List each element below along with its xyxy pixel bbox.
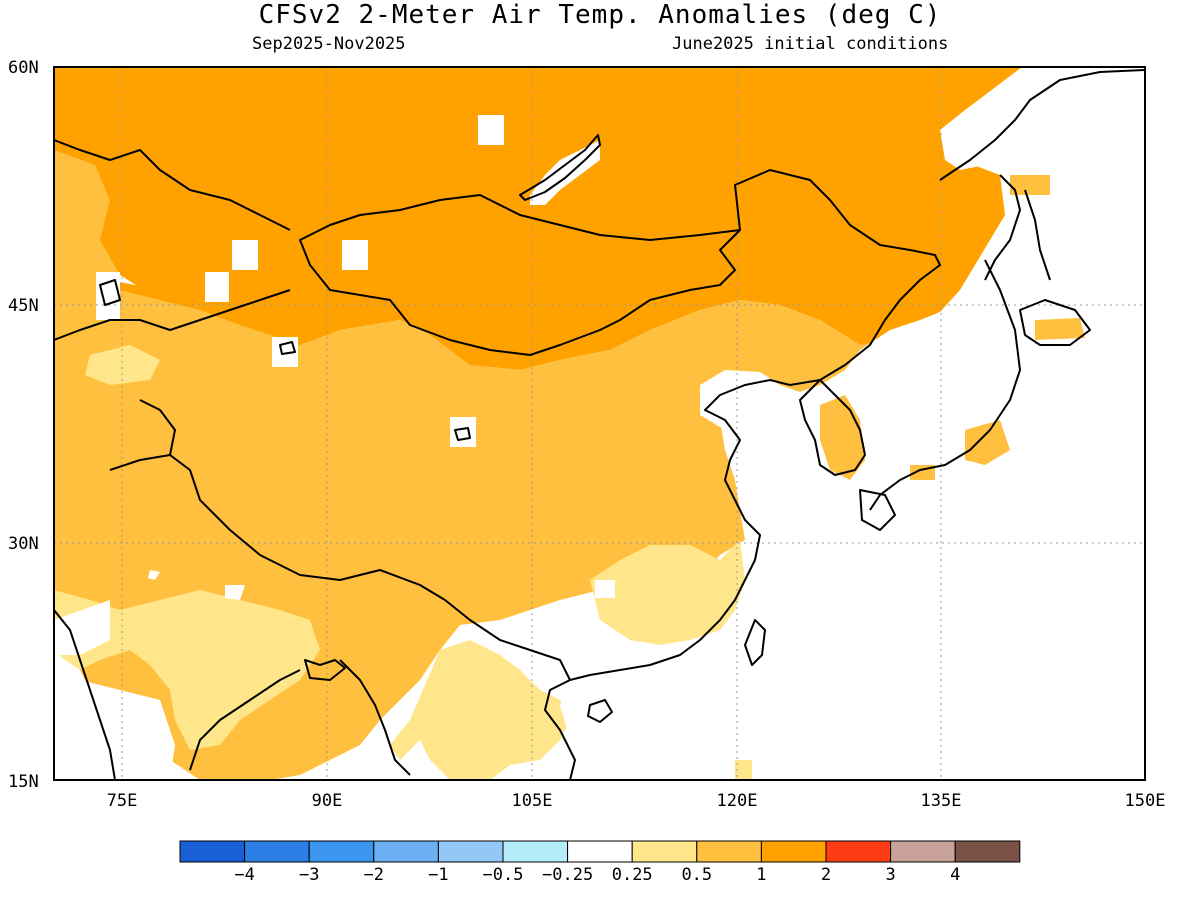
japan-honshu	[869, 259, 1021, 511]
colorbar-swatch-6	[567, 840, 633, 863]
myanmar-coast	[339, 659, 411, 776]
colorbar-label-6: 0.25	[612, 865, 653, 885]
russia-pacific-coast	[939, 69, 1145, 181]
lat-label-30n: 30N	[8, 534, 39, 554]
anomaly-cells-taiwan	[735, 760, 752, 780]
lon-label-90e: 90E	[312, 791, 343, 811]
colorbar-swatch-5	[502, 840, 569, 863]
lon-label-135e: 135E	[921, 791, 962, 811]
colorbar-swatch-8	[696, 840, 762, 863]
anomaly-region-025to05-central	[85, 345, 160, 385]
west-china-border	[139, 399, 176, 456]
coastlines-borders	[54, 69, 1145, 780]
colorbar-swatch-12	[954, 840, 1021, 863]
lon-label-120e: 120E	[717, 791, 758, 811]
colorbar-swatch-1	[244, 840, 310, 863]
lon-label-150e: 150E	[1125, 791, 1166, 811]
taiwan	[744, 619, 766, 666]
lat-label-60n: 60N	[8, 58, 39, 78]
himalaya-border	[109, 454, 446, 601]
colorbar-label-11: 4	[950, 865, 960, 885]
kamchatka-coast	[984, 174, 1021, 281]
vietnam-border	[444, 599, 571, 681]
balkhash-lake	[99, 279, 121, 306]
gridlines	[54, 67, 1145, 780]
colorbar-label-5: −0.25	[542, 865, 593, 885]
central-asia-border	[54, 139, 291, 231]
colorbar-label-9: 2	[821, 865, 831, 885]
sakhalin	[1024, 189, 1051, 281]
colorbar-label-2: −2	[364, 865, 384, 885]
kazakh-border	[54, 289, 291, 341]
lon-label-105e: 105E	[512, 791, 553, 811]
map-frame	[53, 66, 1146, 781]
forecast-period: Sep2025-Nov2025	[252, 34, 406, 54]
baikal-lake	[519, 134, 601, 201]
colorbar-swatch-4	[437, 840, 504, 863]
colorbar-swatch-11	[890, 840, 956, 863]
mongolia-border	[299, 194, 741, 356]
initial-conditions: June2025 initial conditions	[672, 34, 949, 54]
colorbar-label-4: −0.5	[483, 865, 524, 885]
colorbar-label-0: −4	[234, 865, 254, 885]
bay-of-bengal-coast	[189, 669, 301, 771]
anomaly-region-025to05-southeast-china	[590, 540, 745, 645]
indochina-coast	[544, 679, 576, 780]
colorbar-label-8: 1	[756, 865, 766, 885]
colorbar-label-7: 0.5	[681, 865, 712, 885]
korea-coast	[799, 379, 866, 476]
colorbar-swatch-9	[760, 840, 827, 863]
colorbar-swatch-10	[825, 840, 892, 863]
hainan	[587, 699, 613, 723]
china-east-coast	[569, 379, 821, 681]
india-west	[54, 609, 116, 780]
japan-kyushu	[859, 489, 896, 531]
colorbar-swatch-7	[631, 840, 698, 863]
russia-china-border	[734, 169, 941, 381]
colorbar-swatch-3	[373, 840, 439, 863]
issyk-kul	[279, 341, 296, 355]
anomaly-region-025to05-indochina	[390, 640, 570, 780]
map-title: CFSv2 2-Meter Air Temp. Anomalies (deg C…	[258, 0, 942, 30]
qinghai-lake	[454, 427, 471, 441]
colorbar-swatch-2	[308, 840, 375, 863]
colorbar-swatch-0	[179, 840, 246, 863]
south-asia-delta	[304, 659, 346, 681]
colorbar-label-3: −1	[428, 865, 448, 885]
lat-label-45n: 45N	[8, 296, 39, 316]
lon-label-75e: 75E	[107, 791, 138, 811]
lat-label-15n: 15N	[8, 772, 39, 792]
colorbar-label-10: 3	[885, 865, 895, 885]
colorbar: −4 −3 −2 −1 −0.5 −0.25 0.25 0.5 1 2 3 4	[179, 840, 1021, 885]
anomaly-cells-korea-japan	[820, 175, 1085, 480]
colorbar-label-1: −3	[299, 865, 319, 885]
hokkaido	[1019, 299, 1091, 346]
anomaly-region-025to05-india	[54, 590, 320, 750]
anomaly-region-05to1-west	[54, 150, 120, 300]
